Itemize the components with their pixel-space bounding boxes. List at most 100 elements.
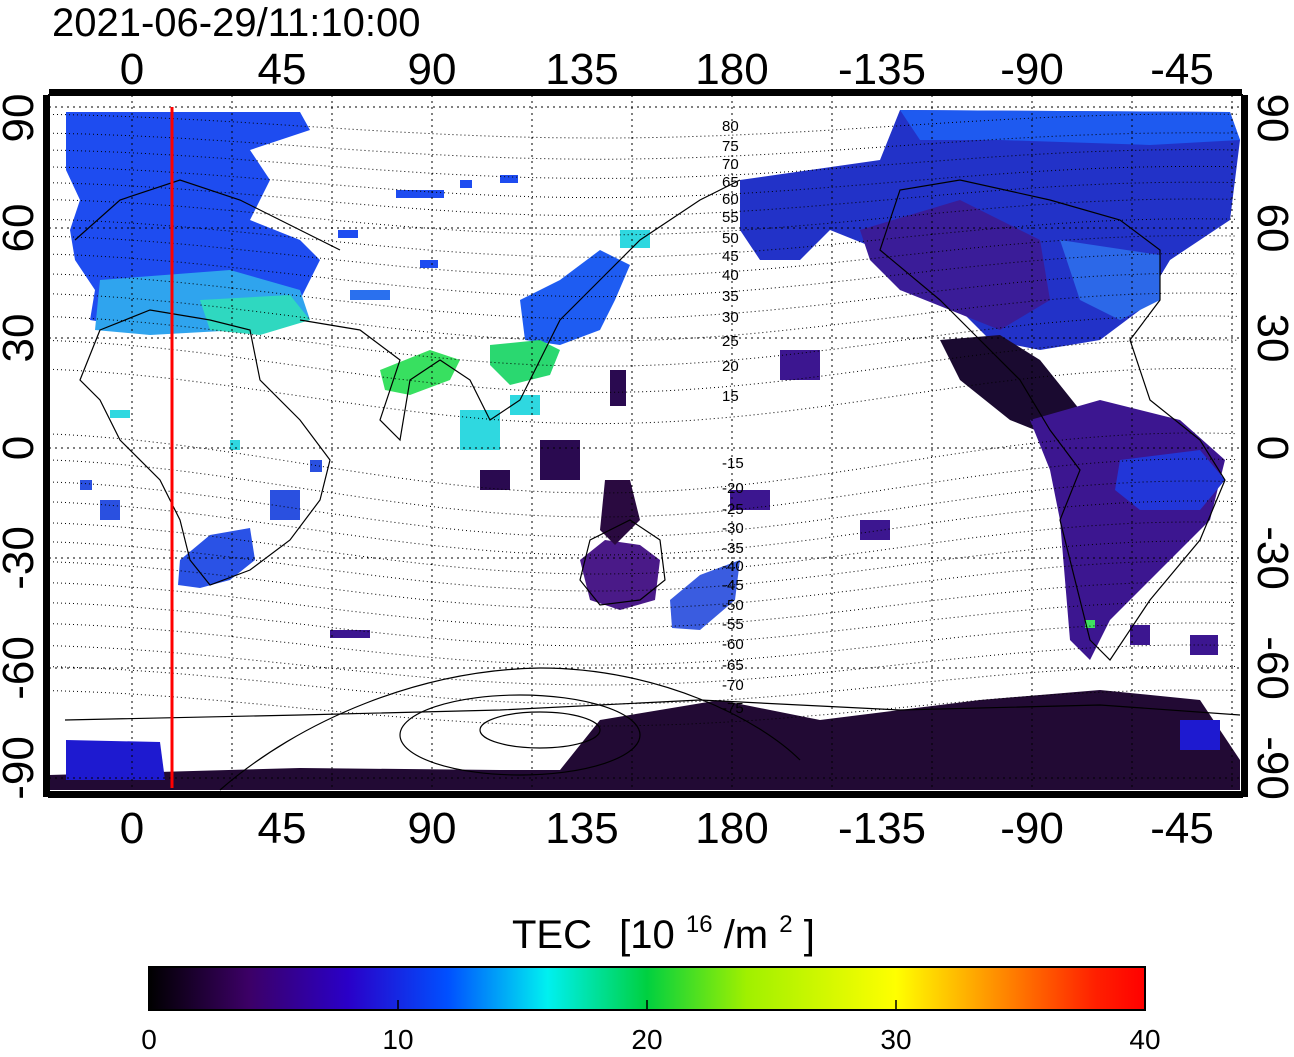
colorbar-tick-label: 0 <box>141 1024 157 1055</box>
contour-line <box>49 218 1238 258</box>
tec-region-central-america <box>940 335 1080 440</box>
lon-tick-top: 180 <box>695 45 768 94</box>
lon-tick-bottom: -90 <box>1000 804 1064 853</box>
contour-line <box>49 181 1238 217</box>
colorbar-unit-suffix: ] <box>804 913 815 957</box>
lat-tick-right: -90 <box>1248 736 1294 800</box>
tec-region-india <box>380 350 460 395</box>
contour-label: 55 <box>722 209 739 226</box>
top-longitude-axis: 0 45 90 135 180 -135 -90 -45 <box>120 45 1214 94</box>
contour-line <box>49 560 1238 610</box>
tec-region-new-zealand <box>670 560 740 630</box>
contour-line <box>49 480 1238 538</box>
contour-label: 40 <box>722 267 739 284</box>
tec-region-australia-north <box>600 480 640 545</box>
tec-scatter-pixels <box>80 175 1220 750</box>
contour-label: -25 <box>722 501 744 518</box>
tec-region-east-asia <box>520 250 630 345</box>
contour-line <box>49 198 1238 236</box>
colorbar-unit-exp: 16 <box>686 911 713 938</box>
lon-tick-top: 90 <box>408 45 457 94</box>
contour-line <box>49 458 1238 518</box>
left-latitude-axis: 90 60 30 0 -30 -60 -90 <box>0 94 43 800</box>
lat-tick-right: 30 <box>1248 314 1294 363</box>
lat-tick-left: -90 <box>0 736 43 800</box>
tec-region-north-america-west <box>860 200 1050 330</box>
colorbar-title-text: TEC <box>512 913 592 957</box>
lat-tick-left: 60 <box>0 204 43 253</box>
contour-line <box>49 315 1238 367</box>
lat-tick-right: 0 <box>1248 436 1294 460</box>
contour-label: -65 <box>722 657 744 674</box>
contour-line <box>49 292 1238 342</box>
colorbar-ticks <box>397 1000 897 1010</box>
tec-region-arctic-top <box>900 110 1240 145</box>
contour-label: -50 <box>722 597 744 614</box>
contour-label: -35 <box>722 540 744 557</box>
lon-tick-top: 135 <box>545 45 618 94</box>
lon-tick-bottom: -135 <box>838 804 926 853</box>
contour-label: -45 <box>722 577 744 594</box>
tec-region-brazil-blue <box>1115 450 1225 510</box>
contour-label: 25 <box>722 333 739 350</box>
colorbar-unit-prefix: [10 <box>619 913 675 957</box>
contour-label: 20 <box>722 358 739 375</box>
lon-tick-top: 45 <box>258 45 307 94</box>
tec-region-china-green <box>490 340 560 385</box>
contour-line <box>49 521 1238 575</box>
lon-tick-top: -135 <box>838 45 926 94</box>
colorbar-unit-exp2: 2 <box>779 911 792 938</box>
lon-tick-bottom: 135 <box>545 804 618 853</box>
contour-label: -30 <box>722 520 744 537</box>
contour-label: 45 <box>722 248 739 265</box>
lon-tick-bottom: 0 <box>120 804 144 853</box>
lat-tick-right: 90 <box>1248 94 1294 143</box>
lat-tick-left: -30 <box>0 526 43 590</box>
contour-label: 35 <box>722 288 739 305</box>
magnetic-pole-contours <box>219 667 801 791</box>
contour-line <box>49 272 1238 320</box>
frame-bottom-band <box>49 791 1242 797</box>
contour-label: -70 <box>722 677 744 694</box>
gridlines <box>49 95 1242 797</box>
colorbar-tick-label: 30 <box>880 1024 911 1055</box>
contour-label: -60 <box>722 636 744 653</box>
contour-label: -55 <box>722 616 744 633</box>
frame-top-band <box>49 89 1242 95</box>
lon-tick-top: -45 <box>1150 45 1214 94</box>
lon-tick-bottom: 180 <box>695 804 768 853</box>
contour-label: 30 <box>722 309 739 326</box>
frame-left-band <box>43 95 49 797</box>
lat-tick-right: 60 <box>1248 204 1294 253</box>
tec-region-antarctica <box>49 690 1240 790</box>
lon-tick-bottom: -45 <box>1150 804 1214 853</box>
lat-tick-left: 30 <box>0 314 43 363</box>
contour-label: -15 <box>722 455 744 472</box>
right-latitude-axis: 90 60 30 0 -30 -60 -90 <box>1248 94 1294 800</box>
colorbar-tick-label: 40 <box>1129 1024 1160 1055</box>
contour-label: 80 <box>722 118 739 135</box>
timestamp: 2021-06-29/11:10:00 <box>52 1 420 45</box>
contour-label: -40 <box>722 558 744 575</box>
contour-line <box>49 339 1238 393</box>
contour-label: 50 <box>722 230 739 247</box>
tec-region-antarctica-west <box>66 740 165 780</box>
contour-label: 70 <box>722 156 739 173</box>
contour-line <box>49 665 1238 705</box>
contour-line <box>49 540 1238 592</box>
lon-tick-top: -90 <box>1000 45 1064 94</box>
contour-label: 75 <box>722 138 739 155</box>
lat-tick-right: -30 <box>1248 526 1294 590</box>
lat-tick-left: -60 <box>0 636 43 700</box>
colorbar-unit-mid: /m <box>724 913 768 957</box>
lat-tick-right: -60 <box>1248 636 1294 700</box>
lat-tick-left: 90 <box>0 94 43 143</box>
tec-region-mediterranean <box>200 295 310 335</box>
colorbar-tick-label: 20 <box>631 1024 662 1055</box>
contour-label: -75 <box>722 700 744 717</box>
bottom-longitude-axis: 0 45 90 135 180 -135 -90 -45 <box>120 804 1214 853</box>
lon-tick-top: 0 <box>120 45 144 94</box>
